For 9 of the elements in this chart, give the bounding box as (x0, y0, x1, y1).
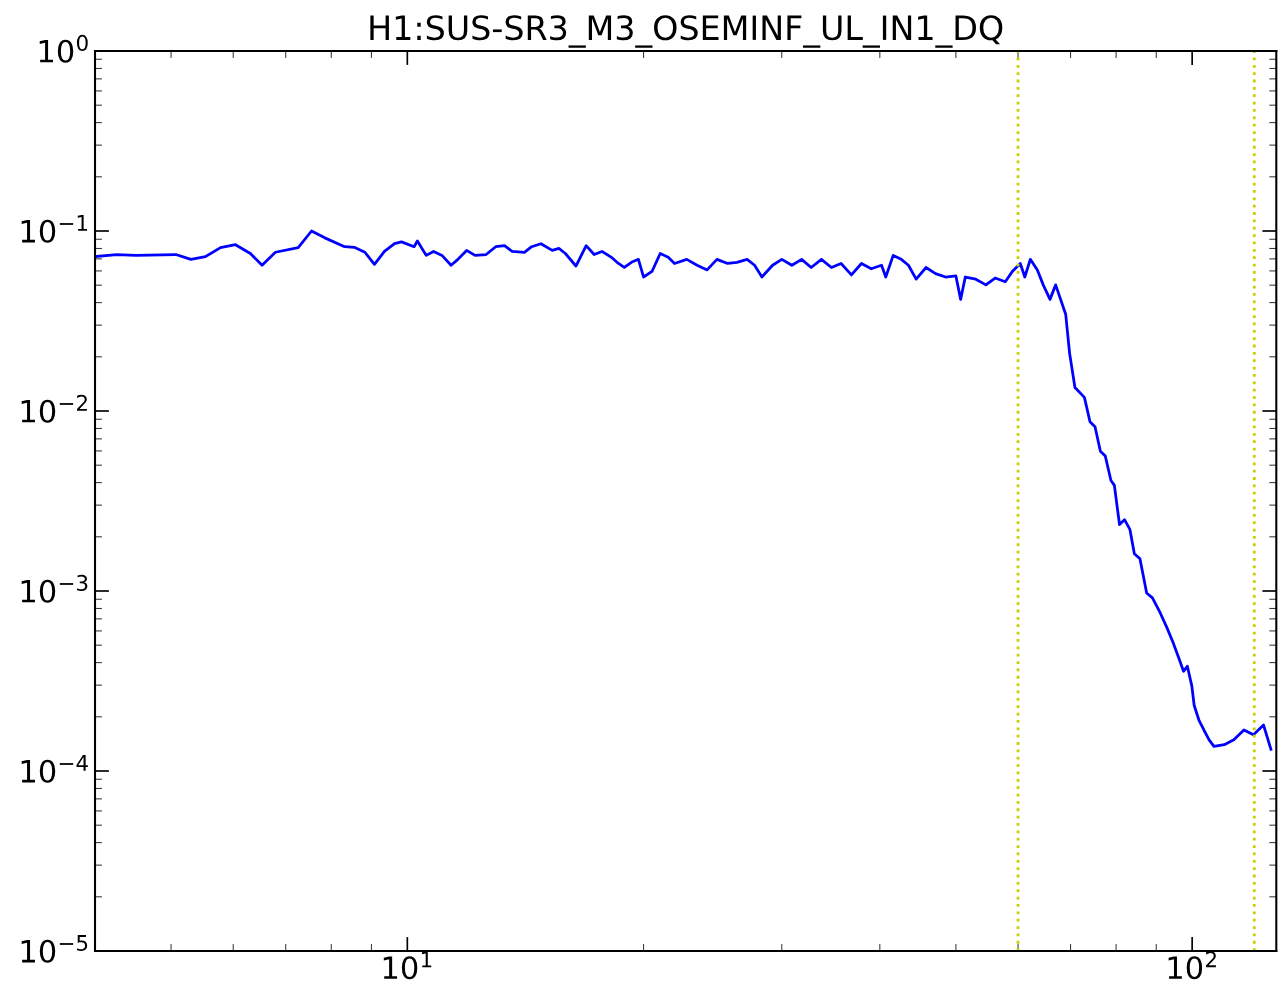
y-tick-label: 10$^{−5}$ (21, 935, 88, 963)
y-tick-label: 10$^{−1}$ (21, 215, 88, 243)
x-tick-label: 10$^{1}$ (383, 951, 432, 980)
y-tick-label: 10$^{−3}$ (21, 574, 88, 603)
y-tick-label: 10$^{0}$ (39, 34, 88, 63)
chart-title: H1:SUS-SR3_M3_OSEMINF_UL_IN1_DQ (370, 15, 1003, 48)
x-tick-label: 10$^{2}$ (1168, 951, 1216, 980)
y-tick-label: 10$^{−4}$ (21, 755, 88, 783)
y-tick-label: 10$^{−2}$ (21, 394, 87, 423)
